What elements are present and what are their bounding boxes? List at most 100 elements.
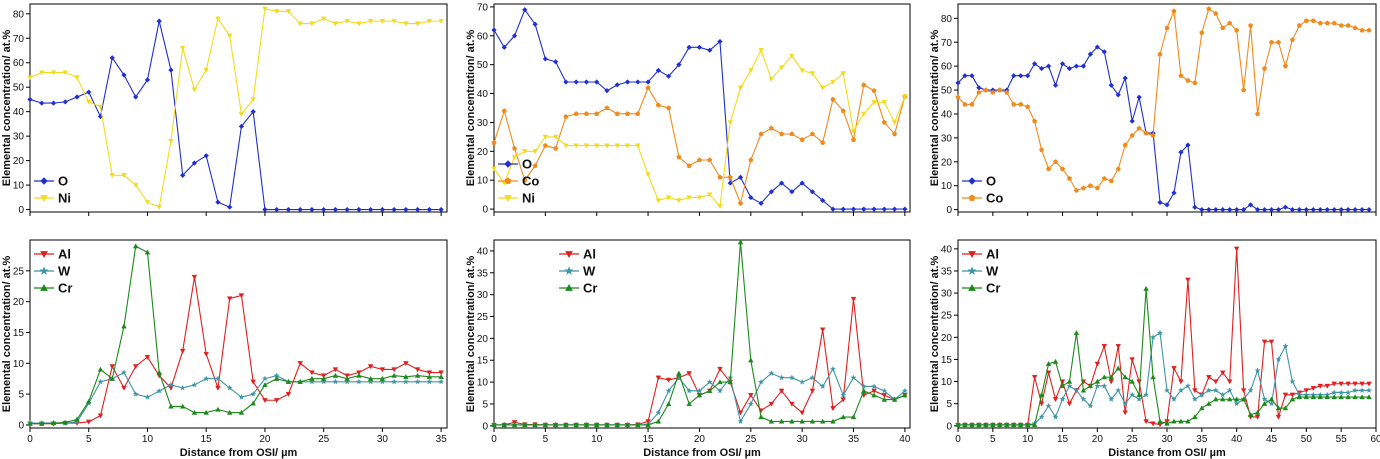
data-point-O [332,206,339,213]
data-point-O [144,77,151,83]
legend-marker-Cr [565,283,573,291]
legend-label-Cr: Cr [58,281,72,296]
data-point-Co [1080,185,1086,191]
data-point-Cr [1150,374,1156,380]
data-point-O [676,61,682,68]
data-point-Ni [737,85,744,91]
data-point-Ni [552,134,559,140]
data-point-Co [1289,37,1295,42]
data-point-Cr [1331,394,1337,400]
data-point-Cr [676,370,682,376]
data-point-Ni [645,172,651,178]
data-point-O [1157,199,1163,206]
data-point-Cr [1268,396,1275,402]
data-point-Al [1213,379,1219,385]
data-point-O [86,89,92,95]
data-point-Co [583,111,589,116]
y-tick-label: 0 [482,421,488,432]
data-point-W [1191,396,1198,402]
data-point-Ni [758,48,764,54]
data-point-Co [768,125,774,131]
data-point-Cr [789,418,795,424]
data-point-W [344,378,351,385]
data-point-Co [983,87,989,93]
x-tick-label: 40 [899,434,911,445]
data-point-Al [367,364,374,370]
data-point-W [1038,413,1045,420]
data-point-Co [1199,30,1205,35]
y-tick-label: 10 [477,378,489,389]
data-point-Cr [604,422,610,428]
data-point-O [1338,206,1344,213]
data-point-Cr [768,418,775,424]
data-point-Ni [132,182,139,188]
data-point-Al [840,397,846,403]
data-point-Co [635,111,641,116]
legend-label-W: W [986,264,999,279]
data-point-Ni [297,21,303,27]
data-point-Cr [706,388,713,393]
data-point-Cr [1017,422,1024,428]
data-point-O [1052,82,1059,88]
data-point-Cr [203,409,209,415]
data-point-Cr [1324,394,1330,400]
data-point-O [840,206,846,212]
series-line-Al [494,298,906,426]
series-line-O [957,46,1370,211]
data-point-O [426,206,433,213]
data-point-O [1101,49,1107,55]
y-tick-label: 70 [941,38,953,49]
data-point-Al [391,367,397,373]
data-point-Co [1094,185,1100,191]
data-point-Cr [215,406,221,412]
data-point-O [273,206,280,213]
data-point-W [167,381,175,388]
data-point-Cr [1352,394,1358,400]
data-point-O [414,206,421,213]
data-point-O [1038,65,1045,72]
data-point-Cr [1226,396,1233,402]
data-point-Ni [144,200,151,206]
series-line-W [30,371,442,424]
data-point-Al [1108,379,1115,385]
x-tick-label: 10 [1022,434,1034,445]
data-point-Al [748,393,754,399]
y-axis-label: Elemental concentration/ at.% [929,30,941,187]
data-point-W [1066,382,1073,389]
y-tick-label: 40 [941,244,953,255]
data-point-Al [789,401,795,407]
series-Co [491,82,908,206]
data-point-Co [1241,87,1247,93]
data-point-O [1268,206,1275,213]
data-point-Ni [635,143,641,149]
series-Cr [955,285,1372,428]
data-point-Al [809,388,816,394]
data-point-Co [563,114,569,119]
x-tick-label: 15 [201,434,213,445]
data-point-O [768,189,775,195]
legend-label-Co: Co [986,191,1003,206]
x-tick-label: 20 [694,434,706,445]
data-point-W [737,418,744,425]
data-point-W [355,378,362,385]
data-point-O [881,206,888,212]
y-axis-label: Elemental concentration/ at.% [929,256,941,413]
data-point-O [778,180,785,186]
data-point-O [344,206,350,213]
data-point-Cr [1233,396,1240,402]
data-point-Co [1220,25,1226,31]
data-point-Co [1255,111,1261,117]
data-point-Al [379,367,386,373]
data-point-Cr [532,422,538,428]
data-point-O [1227,206,1233,213]
chart-panel-bottom-right: 0 5 10 15 20 25 30 35 40 45 50 55 60 0 5 10 15 20 25 30 35 40… [929,239,1380,459]
data-point-Cr [891,396,898,402]
data-point-O [717,38,723,45]
data-point-Co [1324,20,1330,26]
data-point-Co [707,157,713,163]
data-point-W [860,383,867,390]
data-point-Cr [997,422,1003,428]
data-point-Cr [819,418,826,424]
data-point-O [1080,63,1087,69]
data-point-Cr [1310,394,1317,400]
